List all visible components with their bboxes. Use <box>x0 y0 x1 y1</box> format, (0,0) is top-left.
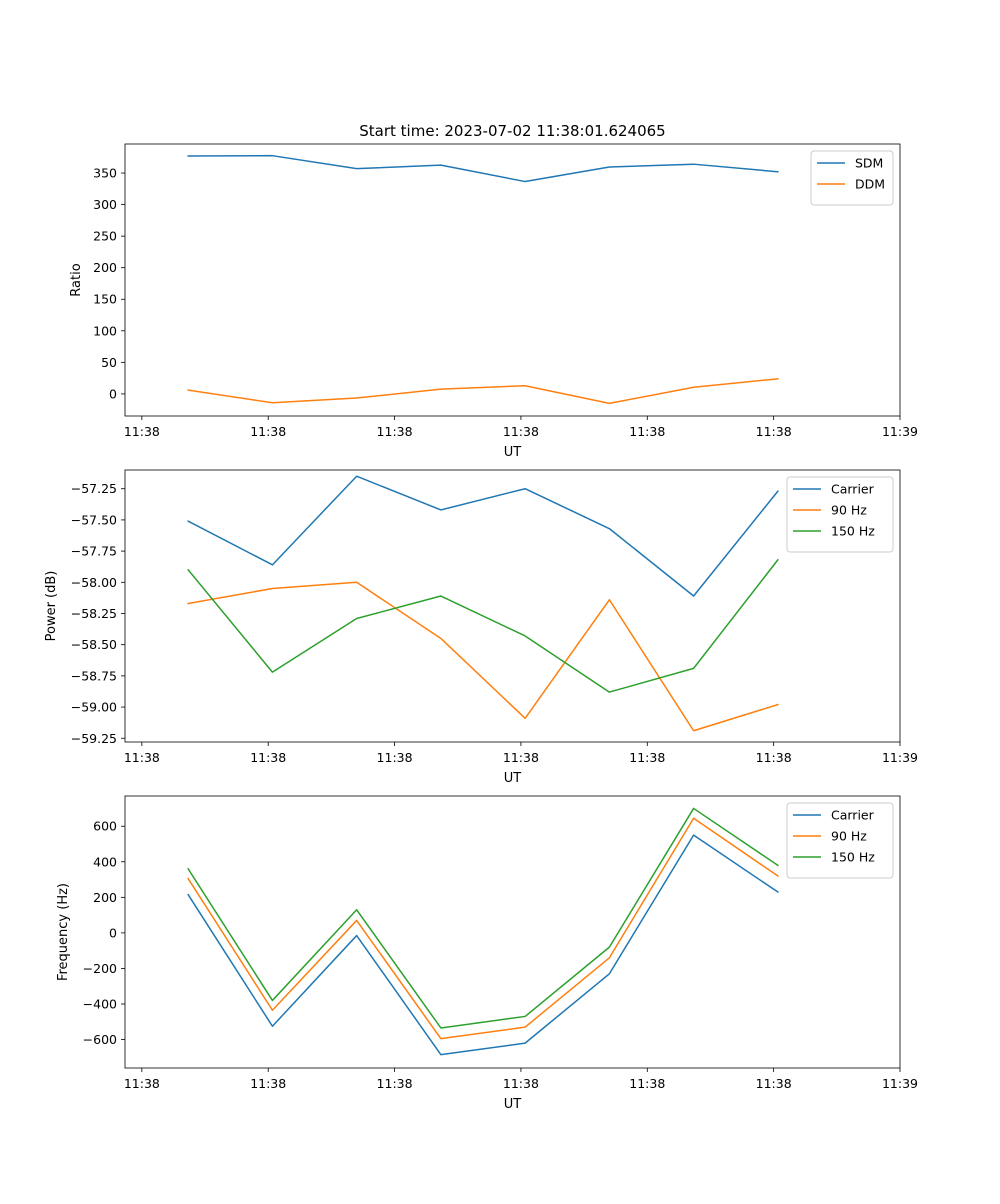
y-tick-label: 200 <box>93 890 117 905</box>
legend-label: DDM <box>855 177 885 192</box>
chart-panel-2: 11:38 11:38 11:38 11:38 11:38 11:38 11:39 −59.2… <box>44 469 918 786</box>
legend-label: 90 Hz <box>831 829 867 844</box>
legend-label: SDM <box>855 156 883 171</box>
series-line-ddm <box>187 377 779 405</box>
y-axis-label: Frequency (Hz) <box>56 883 71 981</box>
legend-box <box>786 802 894 879</box>
y-tick-label: 100 <box>93 323 117 338</box>
y-tick-label: 150 <box>93 292 117 307</box>
y-tick-label: 0 <box>109 386 117 401</box>
y-axis-label: Ratio <box>69 263 84 296</box>
axes-frame <box>124 143 901 417</box>
legend: Carrier 90 Hz 150 Hz <box>786 476 894 553</box>
series-line-90-hz <box>187 581 779 732</box>
legend: SDM DDM <box>810 150 894 206</box>
legend: Carrier 90 Hz 150 Hz <box>786 802 894 879</box>
legend-label: Carrier <box>831 482 875 497</box>
y-tick-label: 50 <box>101 355 117 370</box>
x-tick-label: 11:38 <box>629 1076 665 1091</box>
y-tick-label: 0 <box>109 925 117 940</box>
y-tick-label: −58.00 <box>71 575 117 590</box>
y-tick-label: 250 <box>93 229 117 244</box>
y-tick-label: 200 <box>93 260 117 275</box>
x-tick-label: 11:38 <box>503 1076 539 1091</box>
x-tick-label: 11:38 <box>629 424 665 439</box>
legend-label: 90 Hz <box>831 503 867 518</box>
y-tick-label: −400 <box>83 997 117 1012</box>
series-line-150-hz <box>187 807 779 1029</box>
y-tick-label: 300 <box>93 197 117 212</box>
x-tick-label: 11:38 <box>124 750 160 765</box>
chart-panel-3: 11:38 11:38 11:38 11:38 11:38 11:38 11:39 −600 −… <box>56 795 918 1112</box>
x-tick-label: 11:39 <box>882 1076 918 1091</box>
x-tick-label: 11:38 <box>250 750 286 765</box>
y-tick-label: −600 <box>83 1032 117 1047</box>
x-tick-label: 11:38 <box>124 1076 160 1091</box>
x-axis-label: UT <box>504 771 522 786</box>
legend-label: 150 Hz <box>831 850 875 865</box>
axes-frame <box>124 795 901 1069</box>
y-tick-label: −59.00 <box>71 700 117 715</box>
x-tick-label: 11:38 <box>377 1076 413 1091</box>
legend-label: 150 Hz <box>831 524 875 539</box>
x-tick-label: 11:39 <box>882 424 918 439</box>
x-axis-label: UT <box>504 1097 522 1112</box>
series-line-90-hz <box>187 817 779 1040</box>
x-tick-label: 11:38 <box>250 424 286 439</box>
x-tick-label: 11:39 <box>882 750 918 765</box>
x-tick-label: 11:38 <box>503 750 539 765</box>
y-tick-label: 350 <box>93 166 117 181</box>
x-tick-label: 11:38 <box>377 424 413 439</box>
x-tick-label: 11:38 <box>377 750 413 765</box>
y-tick-label: −58.75 <box>71 668 117 683</box>
x-tick-label: 11:38 <box>124 424 160 439</box>
x-tick-label: 11:38 <box>756 424 792 439</box>
y-tick-label: −57.25 <box>71 481 117 496</box>
y-tick-label: −58.50 <box>71 637 117 652</box>
y-tick-label: −59.25 <box>71 731 117 746</box>
legend-box <box>786 476 894 553</box>
x-tick-label: 11:38 <box>756 750 792 765</box>
y-axis-label: Power (dB) <box>44 571 59 642</box>
x-tick-label: 11:38 <box>503 424 539 439</box>
y-tick-label: −58.25 <box>71 606 117 621</box>
series-line-150-hz <box>187 558 779 693</box>
series-line-carrier <box>187 834 779 1056</box>
series-line-sdm <box>187 154 779 183</box>
series-line-carrier <box>187 475 779 597</box>
axes-frame <box>124 469 901 743</box>
x-tick-label: 11:38 <box>250 1076 286 1091</box>
y-tick-label: −57.50 <box>71 512 117 527</box>
y-tick-label: 600 <box>93 819 117 834</box>
chart-title: Start time: 2023-07-02 11:38:01.624065 <box>359 122 665 140</box>
y-tick-label: −57.75 <box>71 544 117 559</box>
x-tick-label: 11:38 <box>756 1076 792 1091</box>
chart-panel-1: 11:38 11:38 11:38 11:38 11:38 11:38 11:39 0 50 10… <box>69 143 918 460</box>
x-tick-label: 11:38 <box>629 750 665 765</box>
legend-box <box>810 150 894 206</box>
legend-label: Carrier <box>831 808 875 823</box>
y-tick-label: 400 <box>93 854 117 869</box>
x-axis-label: UT <box>504 445 522 460</box>
y-tick-label: −200 <box>83 961 117 976</box>
